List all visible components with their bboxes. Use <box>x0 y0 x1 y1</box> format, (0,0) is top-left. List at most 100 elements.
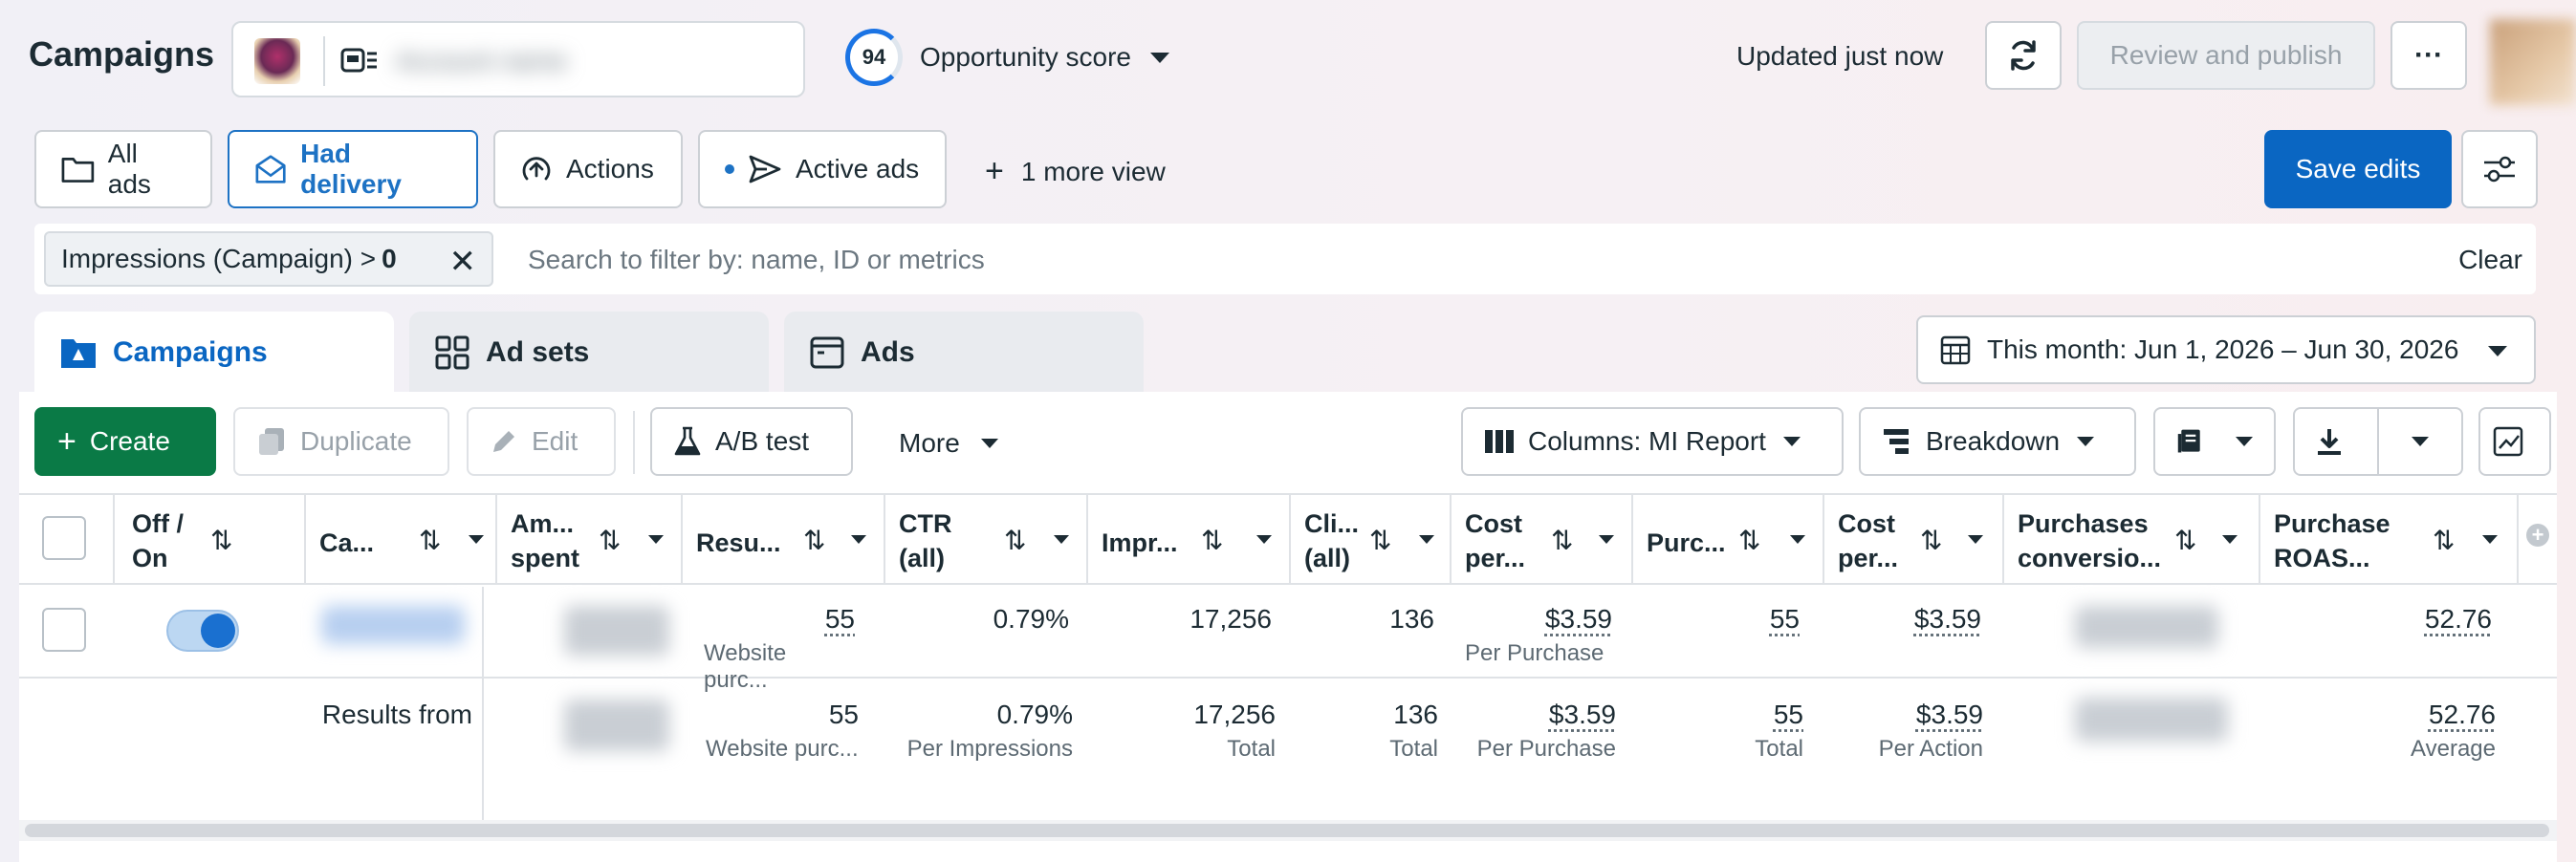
sort-icon[interactable]: ⇅ <box>210 526 233 555</box>
view-all-ads[interactable]: All ads <box>34 130 212 208</box>
campaign-toggle[interactable] <box>166 610 239 652</box>
save-edits-button[interactable]: Save edits <box>2264 130 2452 208</box>
edit-button[interactable]: Edit <box>467 407 616 476</box>
chevron-down-icon[interactable] <box>1419 535 1434 544</box>
sort-icon[interactable]: ⇅ <box>2174 526 2197 555</box>
totals-cost-per-result-value[interactable]: $3.59 <box>1548 700 1616 729</box>
ad-account-icon <box>340 48 377 73</box>
columns-label: Columns: MI Report <box>1528 426 1766 456</box>
col-campaign[interactable]: Ca... ⇅ <box>306 495 497 585</box>
campaign-name-link[interactable] <box>321 606 465 644</box>
col-off-on[interactable]: Off / On ⇅ <box>115 495 306 585</box>
tab-ads[interactable]: Ads <box>784 312 1144 394</box>
add-column-icon[interactable]: + <box>2526 524 2549 547</box>
more-view-button[interactable]: + 1 more view <box>985 153 1166 190</box>
col-clicks[interactable]: Cli... (all) ⇅ <box>1291 495 1452 585</box>
more-actions-button[interactable]: More <box>899 428 998 459</box>
chevron-down-icon[interactable] <box>1054 535 1069 544</box>
totals-row: Results from 55 Website purc... 0.79% Pe… <box>19 680 2557 820</box>
search-input[interactable]: Search to filter by: name, ID or metrics <box>528 245 985 274</box>
col-impressions[interactable]: Impr... ⇅ <box>1088 495 1291 585</box>
col-amount-spent[interactable]: Am... spent ⇅ <box>497 495 683 585</box>
row-results-value[interactable]: 55 <box>824 604 855 634</box>
row-checkbox[interactable] <box>42 608 86 652</box>
filter-chip[interactable]: Impressions (Campaign) > 0 ✕ <box>44 231 493 287</box>
totals-cost-per-purchase-sub: Per Action <box>1878 736 1983 762</box>
view-had-delivery[interactable]: Had delivery <box>228 130 478 208</box>
ab-test-label: A/B test <box>715 426 810 456</box>
chevron-down-icon[interactable] <box>2222 535 2238 544</box>
totals-impressions-sub: Total <box>1227 736 1276 762</box>
columns-button[interactable]: Columns: MI Report <box>1461 407 1844 476</box>
col-cost-per-purchase[interactable]: Cost per... ⇅ <box>1824 495 2004 585</box>
export-dropdown[interactable] <box>2379 409 2461 474</box>
charts-button[interactable] <box>2478 407 2551 476</box>
sort-icon[interactable]: ⇅ <box>1738 526 1761 555</box>
sort-icon[interactable]: ⇅ <box>1369 526 1392 555</box>
view-actions[interactable]: Actions <box>493 130 683 208</box>
totals-purchases-value[interactable]: 55 <box>1773 700 1803 729</box>
totals-clicks: 136 Total <box>1291 700 1438 763</box>
create-button[interactable]: + Create <box>34 407 216 476</box>
sort-icon[interactable]: ⇅ <box>1551 526 1574 555</box>
clear-filters-button[interactable]: Clear <box>2458 245 2522 274</box>
select-all-checkbox[interactable] <box>42 516 86 560</box>
row-roas-value[interactable]: 52.76 <box>2424 604 2492 634</box>
col-ctr[interactable]: CTR (all) ⇅ <box>885 495 1088 585</box>
tab-ad-sets[interactable]: Ad sets <box>409 312 769 394</box>
sort-icon[interactable]: ⇅ <box>1920 526 1943 555</box>
col-cost-per-result[interactable]: Cost per... ⇅ <box>1452 495 1633 585</box>
tab-campaigns[interactable]: Campaigns <box>34 312 394 394</box>
table-row[interactable]: 55 Website purc... 0.79% 17,256 136 $3.5… <box>19 587 2557 693</box>
sort-icon[interactable]: ⇅ <box>1004 526 1027 555</box>
account-selector[interactable]: Account name <box>231 21 805 97</box>
refresh-icon <box>2011 40 2036 71</box>
chevron-down-icon[interactable] <box>648 535 664 544</box>
col-purchases-conversion[interactable]: Purchases conversio... ⇅ <box>2004 495 2260 585</box>
chevron-down-icon[interactable] <box>2482 535 2498 544</box>
review-publish-button[interactable]: Review and publish <box>2077 21 2375 90</box>
sort-icon[interactable]: ⇅ <box>1201 526 1224 555</box>
chevron-down-icon <box>980 439 998 448</box>
sort-icon[interactable]: ⇅ <box>803 526 826 555</box>
table-settings-button[interactable] <box>2461 130 2538 208</box>
duplicate-button[interactable]: Duplicate <box>233 407 449 476</box>
sort-icon[interactable]: ⇅ <box>419 526 442 555</box>
more-options-button[interactable]: ··· <box>2390 21 2467 90</box>
row-cost-per-result-value[interactable]: $3.59 <box>1544 604 1612 634</box>
profile-avatar[interactable] <box>2490 19 2576 105</box>
col-results[interactable]: Resu... ⇅ <box>683 495 885 585</box>
chevron-down-icon[interactable] <box>469 535 484 544</box>
refresh-button[interactable] <box>1985 21 2062 90</box>
col-purchases[interactable]: Purc... ⇅ <box>1633 495 1824 585</box>
chevron-down-icon[interactable] <box>1256 535 1272 544</box>
export-button-group <box>2293 407 2463 476</box>
col-impressions-label: Impr... <box>1102 528 1178 557</box>
sort-icon[interactable]: ⇅ <box>599 526 622 555</box>
close-icon[interactable]: ✕ <box>448 244 477 280</box>
row-roas: 52.76 <box>2260 604 2492 635</box>
row-purchases-value[interactable]: 55 <box>1769 604 1800 634</box>
totals-ctr: 0.79% Per Impressions <box>885 700 1073 763</box>
totals-roas-value[interactable]: 52.76 <box>2428 700 2496 729</box>
col-purchase-roas[interactable]: Purchase ROAS... ⇅ <box>2260 495 2519 585</box>
filter-chip-label: Impressions (Campaign) > <box>61 244 377 273</box>
row-cost-per-purchase-value[interactable]: $3.59 <box>1913 604 1981 634</box>
date-range-picker[interactable]: This month: Jun 1, 2026 – Jun 30, 2026 <box>1916 315 2536 384</box>
ab-test-button[interactable]: A/B test <box>650 407 853 476</box>
view-active-ads[interactable]: Active ads <box>698 130 947 208</box>
breakdown-button[interactable]: Breakdown <box>1859 407 2136 476</box>
grid-icon <box>435 335 469 370</box>
reports-button[interactable] <box>2153 407 2276 476</box>
chevron-down-icon[interactable] <box>851 535 866 544</box>
opportunity-score[interactable]: 94 Opportunity score <box>845 29 1169 86</box>
download-button[interactable] <box>2295 409 2379 474</box>
totals-cost-per-purchase-value[interactable]: $3.59 <box>1915 700 1983 729</box>
chevron-down-icon[interactable] <box>1790 535 1805 544</box>
chevron-down-icon[interactable] <box>1599 535 1614 544</box>
horizontal-scrollbar[interactable] <box>25 824 2549 837</box>
sort-icon[interactable]: ⇅ <box>2433 526 2456 555</box>
chevron-down-icon[interactable] <box>1968 535 1983 544</box>
add-column-header: + <box>2519 495 2557 585</box>
totals-results: 55 Website purc... <box>683 700 859 763</box>
